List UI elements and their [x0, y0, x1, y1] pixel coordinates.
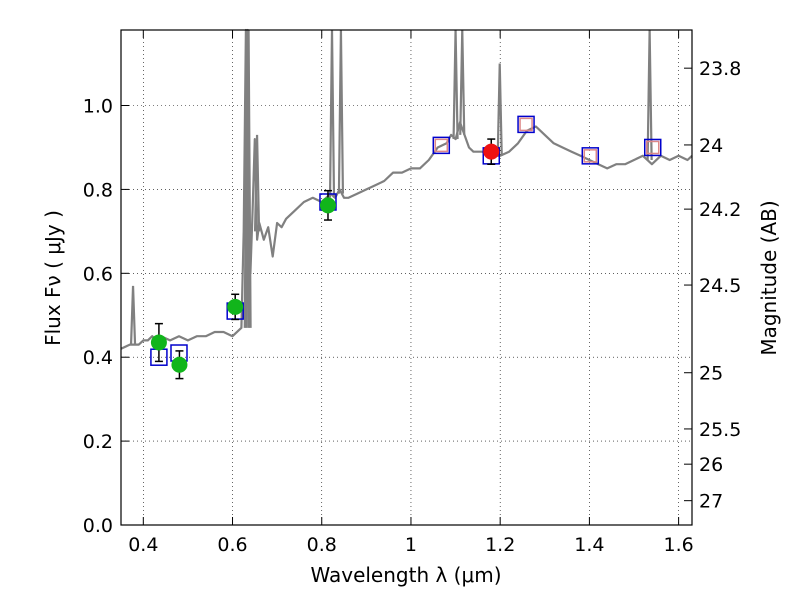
model-photometry-box — [517, 115, 535, 134]
model-photometry-box — [581, 147, 600, 165]
observed-point-red — [483, 143, 500, 160]
x-tick-label: 0.4 — [128, 534, 158, 556]
right-tick-label: 23.8 — [699, 58, 741, 80]
right-tick-label: 26 — [699, 454, 723, 476]
x-tick-label: 0.8 — [307, 534, 337, 556]
y-tick-label: 0.2 — [83, 431, 113, 453]
right-tick-label: 27 — [699, 491, 723, 513]
emission-line — [496, 63, 503, 156]
observed-upper-box — [645, 140, 660, 155]
x-tick-label: 0.6 — [217, 534, 247, 556]
x-tick-label: 1.4 — [574, 534, 604, 556]
model-photometry-box — [643, 138, 662, 157]
observed-upper-box — [434, 138, 449, 153]
right-tick-label: 24.2 — [699, 199, 741, 221]
points-layer — [150, 115, 662, 380]
observed-point-green — [227, 298, 244, 315]
emission-line — [459, 29, 466, 135]
right-tick-label: 25 — [699, 363, 723, 385]
plot-frame — [120, 29, 693, 526]
y-axis-label: Flux Fν ( μJy ) — [41, 210, 65, 346]
y-tick-label: 1.0 — [83, 96, 113, 118]
y-tick-label: 0.6 — [83, 263, 113, 285]
right-tick-label: 24.5 — [699, 275, 741, 297]
axis-ticks: 0.4 0.6 0.8 1 1.2 1.4 1.6 0.0 0.2 0.4 0.6 0.8 1.0 23.… — [83, 30, 741, 556]
emission-line — [646, 29, 653, 161]
y-tick-label: 0.0 — [83, 515, 113, 537]
grid-lines — [121, 30, 692, 526]
right-tick-label: 24 — [699, 135, 723, 157]
x-tick-label: 1.6 — [664, 534, 694, 556]
emission-line — [328, 29, 336, 198]
spectrum-layer — [120, 28, 693, 350]
x-tick-label: 1 — [405, 534, 417, 556]
emission-line — [129, 285, 137, 345]
emission-line — [337, 29, 345, 194]
observed-upper-box — [583, 149, 598, 163]
observed-point-green — [171, 356, 188, 373]
observed-point-green — [150, 334, 167, 351]
emission-line — [253, 134, 261, 232]
model-photometry-box — [432, 136, 451, 155]
spectrum-line — [120, 28, 693, 350]
observed-upper-box — [519, 117, 533, 132]
observed-point-green — [319, 197, 336, 214]
y-axis-label-right: Magnitude (AB) — [757, 200, 781, 355]
emission-line — [452, 29, 459, 140]
y-tick-label: 0.8 — [83, 179, 113, 201]
y-tick-label: 0.4 — [83, 347, 113, 369]
right-tick-label: 25.5 — [699, 419, 741, 441]
x-axis-label: Wavelength λ (μm) — [310, 563, 501, 587]
x-tick-label: 1.2 — [485, 534, 515, 556]
